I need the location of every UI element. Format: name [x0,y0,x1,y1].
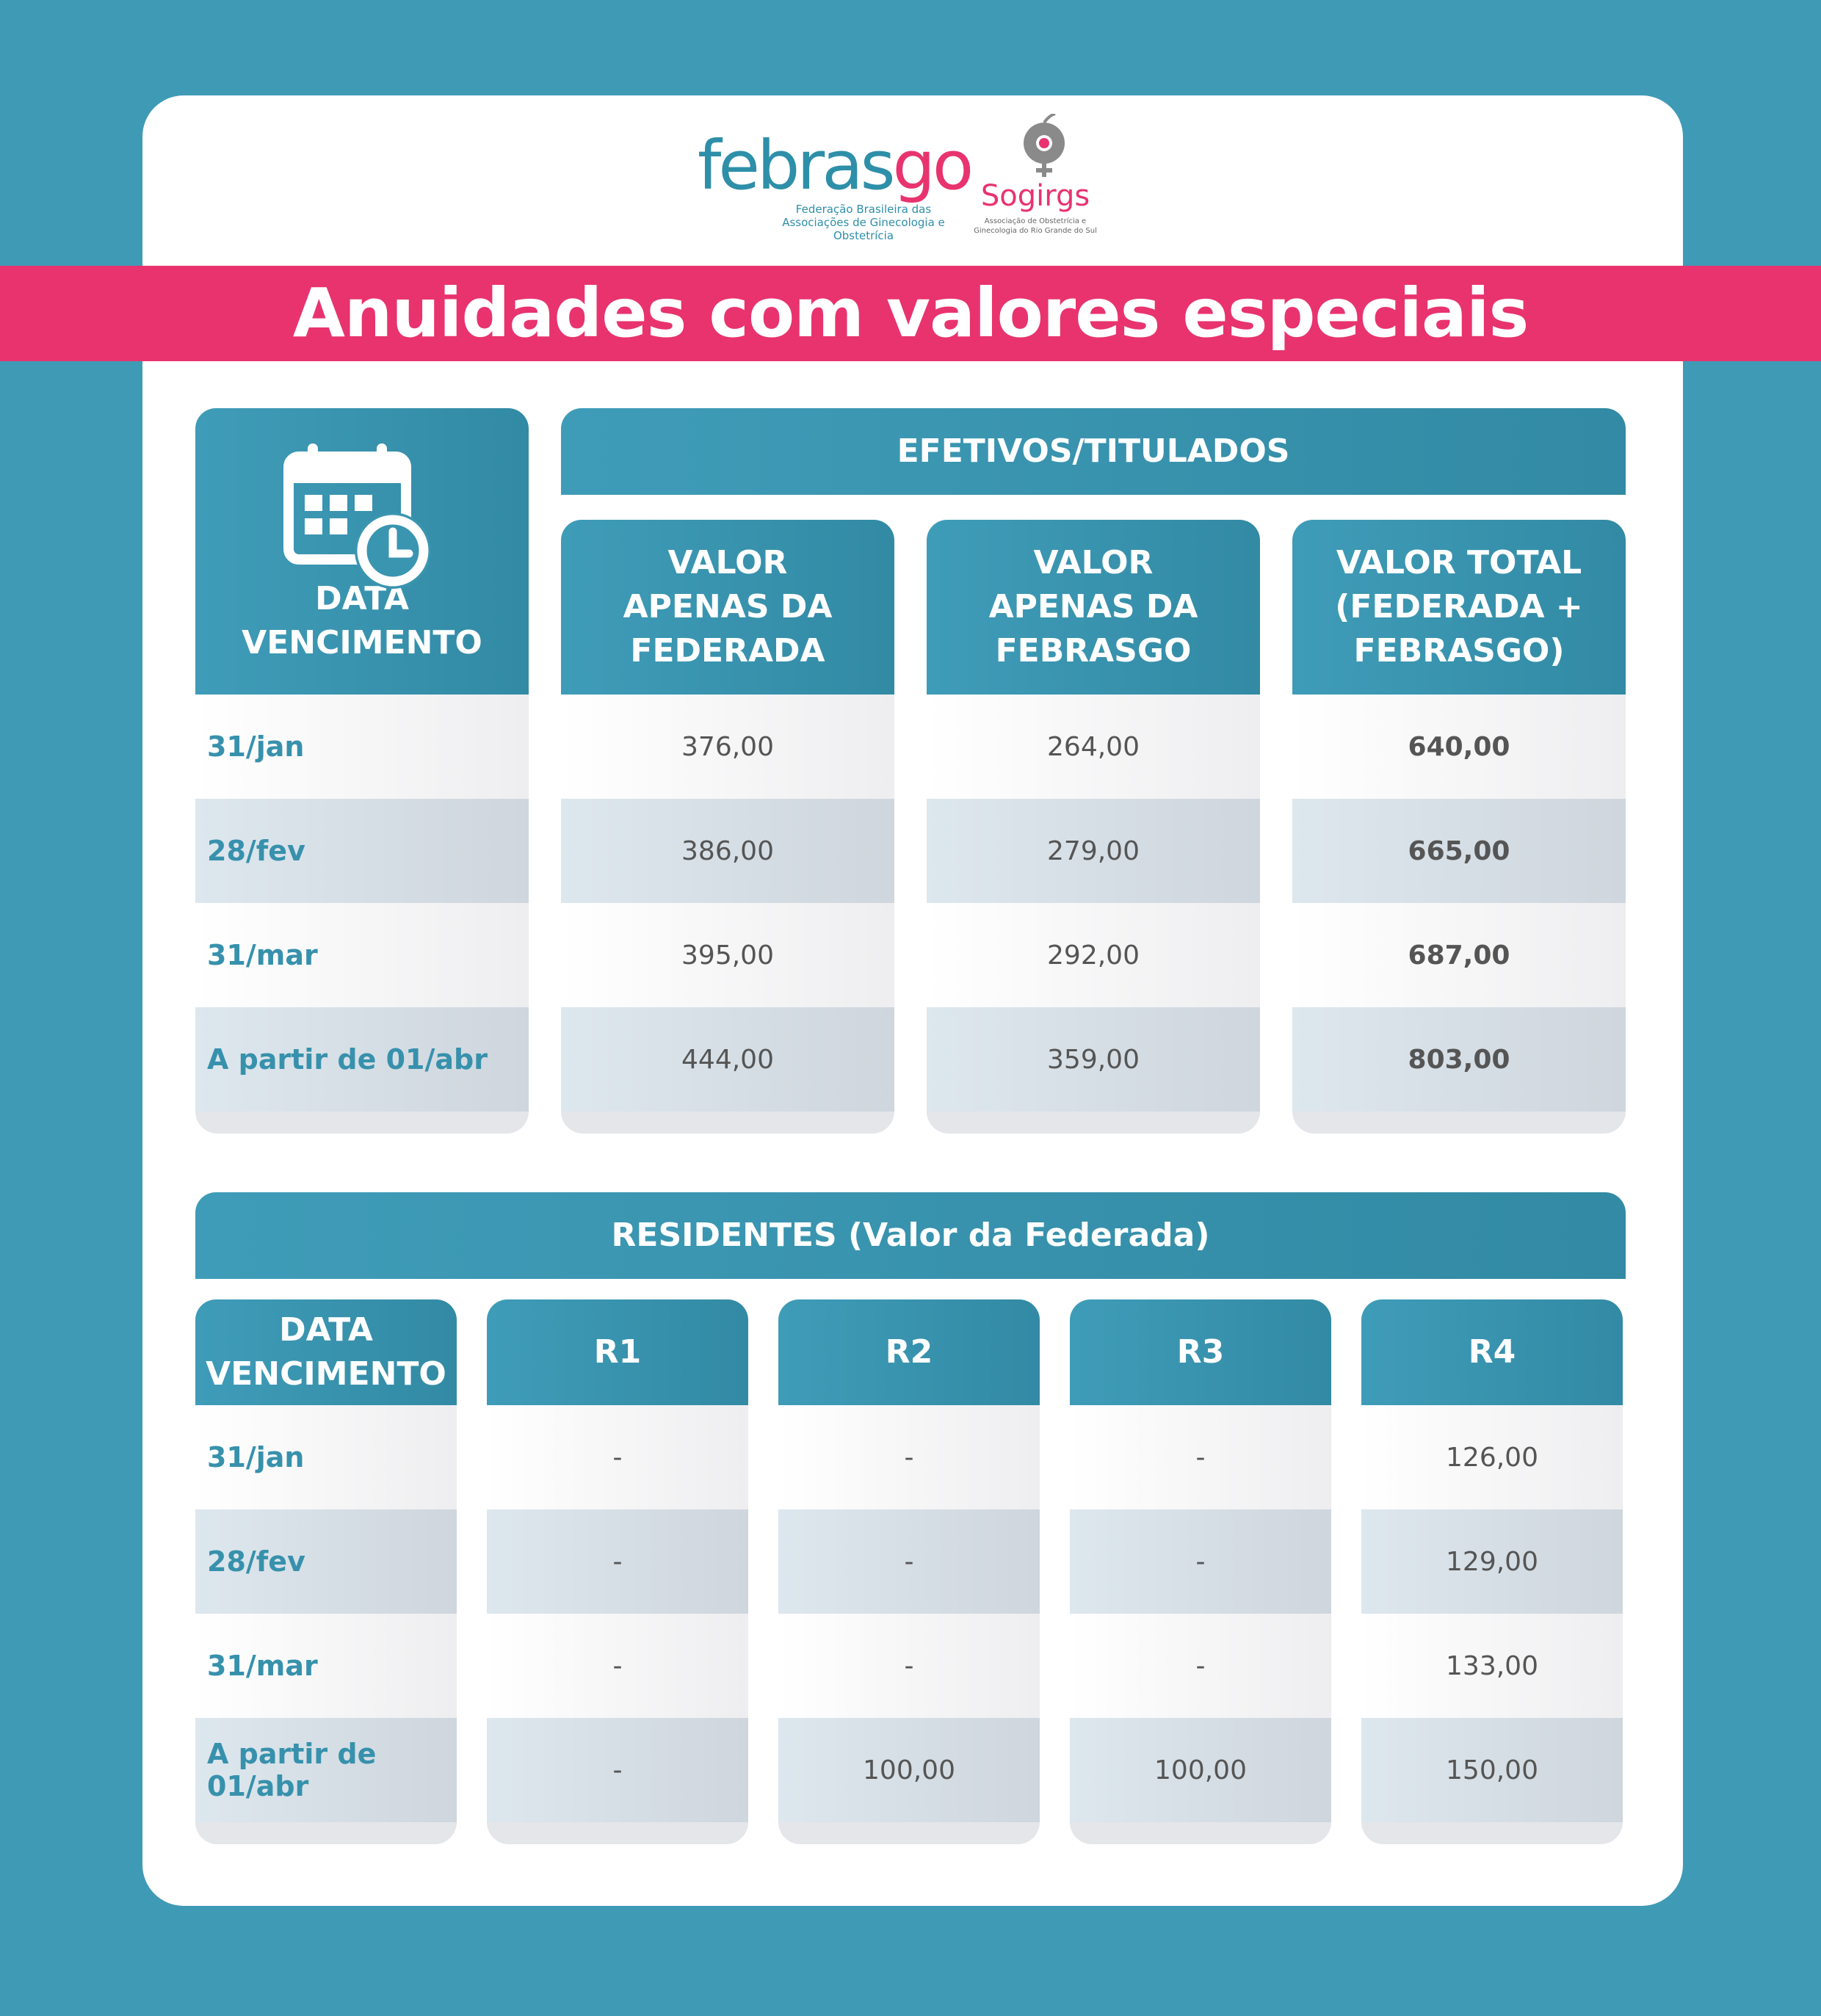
r1-cell: - [487,1509,748,1614]
residentes-row-date: 31/mar [195,1614,457,1718]
febrasgo-cell: 264,00 [927,695,1260,799]
r2-cell: - [778,1614,1040,1718]
title-band: Anuidades com valores especiais [0,266,1821,361]
febrasgo-cell: 292,00 [927,903,1260,1007]
residentes-group-header: RESIDENTES (Valor da Federada) [195,1192,1626,1279]
r2-cell: - [778,1509,1040,1614]
federada-cell: 444,00 [561,1007,894,1112]
total-cell: 665,00 [1292,799,1626,903]
febrasgo-cell: 359,00 [927,1007,1260,1112]
r4-cell: 126,00 [1361,1405,1623,1509]
febrasgo-logo: febrasgo Federação Brasileira das Associ… [698,132,974,243]
r3-cell: - [1070,1509,1331,1614]
febrasgo-subtitle: Federação Brasileira das Associações de … [782,203,945,242]
r3-cell: - [1070,1405,1331,1509]
total-cell: 687,00 [1292,903,1626,1007]
sogirgs-female-symbol-icon [1024,114,1065,177]
residentes-date-header: DATA VENCIMENTO [195,1299,457,1405]
r4-cell: 129,00 [1361,1509,1623,1614]
r2-cell: - [778,1405,1040,1509]
federada-cell: 376,00 [561,695,894,799]
sogirgs-subtitle: Associação de Obstetrícia e Ginecologia … [974,217,1097,235]
efetivos-row-date: 31/jan [195,695,529,799]
residentes-row-date: A partir de 01/abr [195,1718,457,1822]
r3-cell: - [1070,1614,1331,1718]
federada-cell: 386,00 [561,799,894,903]
total-col-header: VALOR TOTAL (FEDERADA + FEBRASGO) [1292,520,1626,695]
calendar-clock-icon [283,443,431,589]
febrasgo-wordmark: febrasgo [698,126,974,205]
efetivos-row-date: 28/fev [195,799,529,903]
page-title: Anuidades com valores especiais [292,274,1529,352]
efetivos-row-date: A partir de 01/abr [195,1007,529,1112]
febrasgo-col-header: VALOR APENAS DA FEBRASGO [927,520,1260,695]
r1-cell: - [487,1614,748,1718]
r4-cell: 133,00 [1361,1614,1623,1718]
r2-col-header: R2 [778,1299,1040,1405]
febrasgo-cell: 279,00 [927,799,1260,903]
federada-col-header: VALOR APENAS DA FEDERADA [561,520,894,695]
r2-cell: 100,00 [778,1718,1040,1822]
sogirgs-wordmark: Sogirgs [980,179,1090,213]
efetivos-row-date: 31/mar [195,903,529,1007]
r1-col-header: R1 [487,1299,748,1405]
efetivos-group-header: EFETIVOS/TITULADOS [561,408,1626,495]
residentes-row-date: 28/fev [195,1509,457,1614]
r3-cell: 100,00 [1070,1718,1331,1822]
r1-cell: - [487,1718,748,1822]
total-cell: 640,00 [1292,695,1626,799]
r1-cell: - [487,1405,748,1509]
total-cell: 803,00 [1292,1007,1626,1112]
federada-cell: 395,00 [561,903,894,1007]
sogirgs-logo: Sogirgs Associação de Obstetrícia e Gine… [973,114,1105,246]
r4-col-header: R4 [1361,1299,1623,1405]
r4-cell: 150,00 [1361,1718,1623,1822]
r3-col-header: R3 [1070,1299,1331,1405]
residentes-row-date: 31/jan [195,1405,457,1509]
